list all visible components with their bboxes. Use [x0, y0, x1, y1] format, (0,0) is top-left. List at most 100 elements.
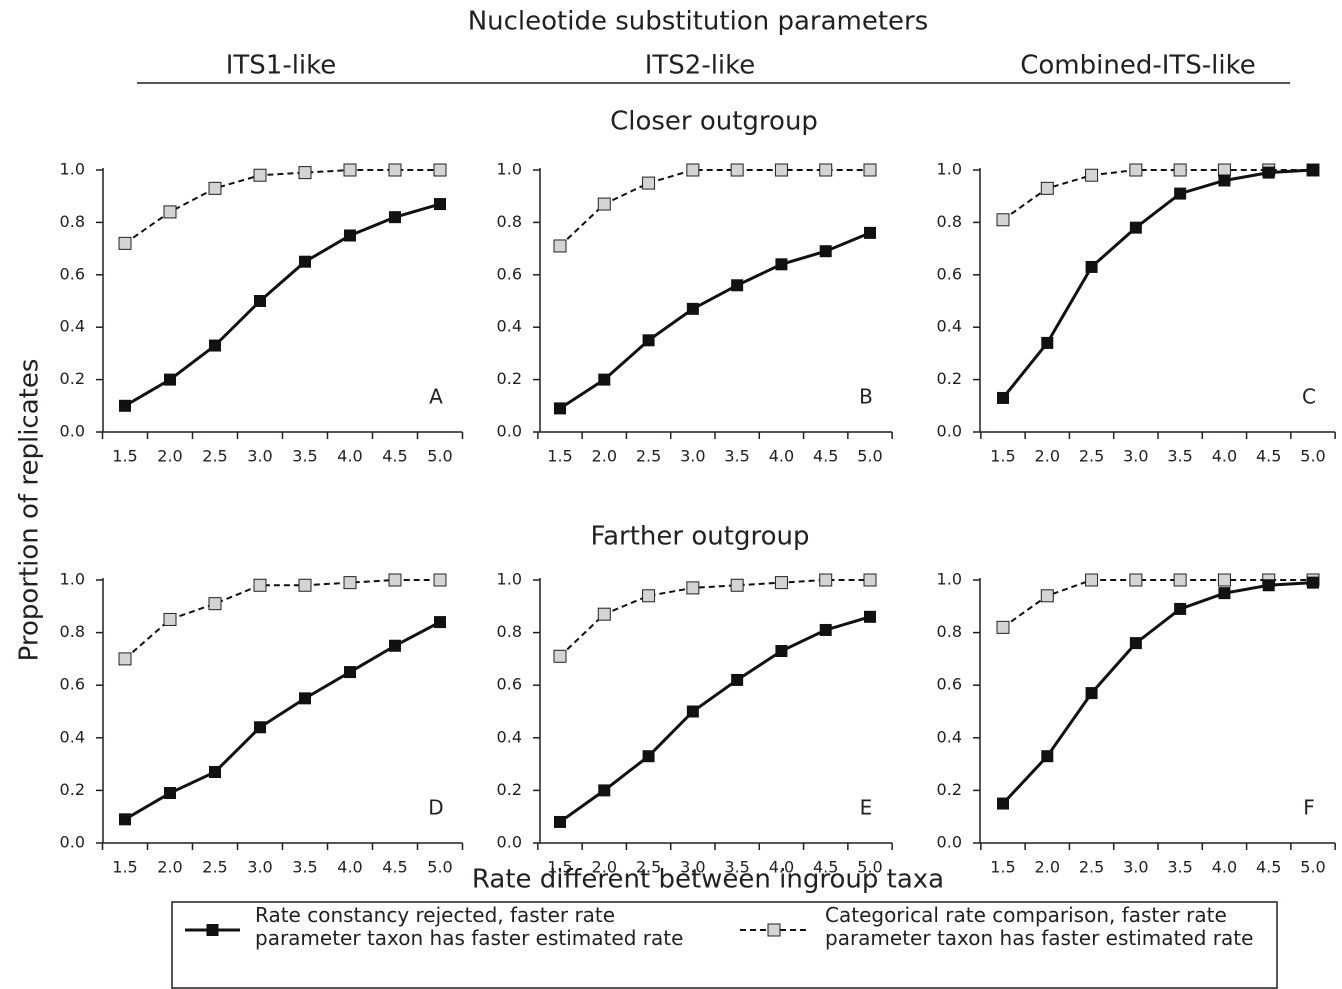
marker [642, 750, 655, 763]
marker [344, 666, 356, 679]
marker [642, 334, 655, 347]
y-tick-label: 0.8 [497, 212, 522, 231]
marker [118, 652, 132, 666]
panel-label: F [1303, 796, 1315, 820]
marker [997, 391, 1009, 404]
x-tick-label: 5.0 [427, 447, 452, 466]
x-tick-label: 2.5 [202, 858, 227, 877]
y-tick-label: 0.0 [60, 833, 85, 852]
x-tick-label: 5.0 [857, 447, 882, 466]
marker [1129, 573, 1143, 587]
x-tick-label: 4.0 [1212, 447, 1237, 466]
x-tick-label: 1.5 [547, 858, 572, 877]
marker [1262, 166, 1275, 179]
row-label: Farther outgroup [591, 522, 810, 552]
legend: Rate constancy rejected, faster rate par… [185, 904, 1253, 950]
marker [686, 705, 699, 718]
marker [433, 573, 447, 587]
y-tick-label: 0.6 [60, 264, 85, 283]
marker [388, 163, 402, 177]
marker [343, 576, 357, 590]
marker [1041, 750, 1054, 763]
marker [730, 163, 744, 177]
series-line [1001, 168, 1314, 399]
marker [686, 581, 700, 595]
column-label: ITS2-like [645, 51, 756, 81]
y-tick-label: 0.4 [60, 317, 85, 336]
marker [119, 399, 131, 412]
marker [254, 295, 266, 307]
marker [996, 213, 1010, 227]
marker [1129, 637, 1142, 650]
legend-text-box: Categorical rate comparison, faster rate… [825, 904, 1253, 950]
column-label: ITS1-like [226, 51, 337, 81]
marker [553, 649, 567, 663]
figure-title: Nucleotide substitution parameters [468, 7, 929, 37]
marker [1173, 163, 1187, 177]
marker [1041, 336, 1054, 349]
marker [164, 787, 176, 800]
series-line [559, 169, 870, 247]
marker [642, 176, 656, 190]
x-tick-label: 4.5 [1256, 447, 1281, 466]
y-tick-label: 0.6 [60, 675, 85, 694]
x-tick-label: 5.0 [857, 858, 882, 877]
x-tick-label: 4.5 [813, 858, 838, 877]
marker [299, 255, 311, 268]
marker [1307, 576, 1319, 589]
series-line [1002, 579, 1313, 629]
series-line [1002, 169, 1313, 221]
x-tick-label: 4.0 [1212, 858, 1237, 877]
x-tick-label: 2.5 [636, 447, 661, 466]
x-tick-label: 2.0 [1035, 858, 1060, 877]
marker [433, 163, 447, 177]
y-tick-label: 0.8 [60, 212, 85, 231]
marker [642, 589, 656, 603]
marker [343, 163, 357, 177]
y-tick-label: 1.0 [937, 570, 962, 589]
x-tick-label: 4.5 [813, 447, 838, 466]
column-label: Combined-ITS-like [1020, 51, 1256, 81]
marker [254, 721, 266, 734]
marker [819, 245, 832, 258]
marker [388, 573, 402, 587]
marker [1040, 589, 1054, 603]
x-tick-label: 2.0 [592, 447, 617, 466]
x-axis-label: Rate different between ingroup taxa [472, 865, 944, 895]
x-tick-label: 4.0 [337, 858, 362, 877]
legend-label: Rate constancy rejected, faster rate par… [255, 904, 684, 950]
x-tick-label: 3.0 [680, 858, 705, 877]
marker [819, 163, 833, 177]
y-tick-label: 0.2 [60, 369, 85, 388]
marker [597, 607, 611, 621]
x-tick-label: 3.5 [1167, 447, 1192, 466]
marker [434, 616, 446, 629]
y-tick-label: 1.0 [60, 160, 85, 179]
legend-marker [206, 924, 219, 936]
marker [864, 226, 876, 239]
y-tick-label: 1.0 [937, 160, 962, 179]
y-tick-label: 0.0 [937, 422, 962, 441]
marker [864, 610, 876, 623]
x-tick-label: 4.0 [769, 447, 794, 466]
series-line [559, 231, 871, 410]
y-tick-label: 0.4 [937, 727, 962, 746]
x-tick-label: 5.0 [427, 858, 452, 877]
marker [1217, 573, 1231, 587]
y-tick-label: 0.2 [497, 369, 522, 388]
marker [775, 645, 788, 658]
marker [1218, 587, 1231, 600]
marker [863, 163, 877, 177]
series-line [124, 169, 440, 245]
panel-label: E [860, 796, 873, 820]
y-axis-label: Proportion of replicates [15, 359, 45, 662]
marker [389, 211, 401, 224]
marker [389, 639, 401, 652]
marker [298, 578, 312, 592]
marker [598, 373, 611, 386]
marker [1085, 260, 1098, 273]
x-tick-label: 1.5 [112, 447, 137, 466]
marker [686, 163, 700, 177]
y-tick-label: 0.0 [60, 422, 85, 441]
x-tick-label: 2.5 [1079, 858, 1104, 877]
